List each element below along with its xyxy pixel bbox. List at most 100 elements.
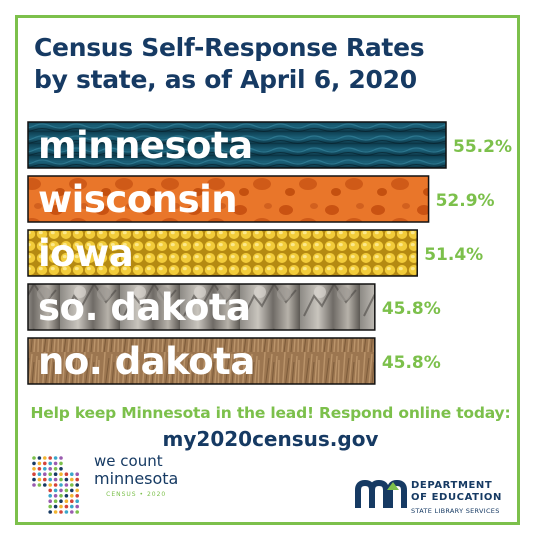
map-dot [70,494,74,498]
map-dot [53,483,58,487]
map-dot [59,504,63,509]
map-dot [37,456,42,460]
category-label: so. dakota [38,286,251,329]
map-dot [70,483,74,487]
map-dot [48,504,52,509]
map-dot [32,467,36,471]
we-count-line1: we count [94,452,163,470]
map-dot [75,499,79,503]
map-dot [75,494,79,498]
map-dot [48,461,52,466]
map-dot [64,510,69,514]
map-dot [59,467,63,471]
map-dot [48,472,52,476]
call-to-action: Help keep Minnesota in the lead! Respond… [30,404,511,422]
map-dot [64,494,69,498]
map-dot [59,477,63,482]
map-dot [48,499,52,503]
map-dot [53,456,58,460]
bar-minnesota [27,121,447,169]
map-dot [59,499,63,503]
map-dot [64,499,69,503]
bars-group: minnesota 55.2% wisconsin 52.9% iowa 51.4% so.… [27,121,512,385]
map-dot [64,483,69,487]
category-label: minnesota [38,124,253,167]
map-dot [37,472,42,476]
census-url-link[interactable]: my2020census.gov [162,427,379,451]
map-dot [48,477,52,482]
map-dot [53,499,58,503]
we-count-line3: CENSUS • 2020 [106,491,167,498]
map-dot [53,510,58,514]
map-dot [43,483,47,487]
department-text: DEPARTMENT OF EDUCATION STATE LIBRARY SE… [411,480,502,517]
map-dot [59,510,63,514]
map-dot [75,483,79,487]
map-dot [59,494,63,498]
map-dot [64,477,69,482]
map-dot [37,467,42,471]
value-label: 55.2% [453,137,512,157]
map-dot [53,494,58,498]
we-count-text: we count minnesota CENSUS • 2020 [94,452,178,498]
map-dot [59,488,63,493]
map-dot [32,477,36,482]
mn-logo-icon [355,479,407,508]
map-dot [64,488,69,493]
map-dot [64,472,69,476]
minnesota-map-dots-icon [32,456,79,514]
bar-nodakota [27,337,376,385]
map-dot [48,456,52,460]
map-dot [70,504,74,509]
map-dot [59,483,63,487]
department-of-education-logo: DEPARTMENT OF EDUCATION STATE LIBRARY SE… [355,476,515,516]
map-dot [70,477,74,482]
value-label: 52.9% [436,191,495,211]
title-line-1: Census Self-Response Rates [34,33,425,62]
map-dot [37,477,42,482]
map-dot [70,488,74,493]
map-dot [43,477,47,482]
map-dot [75,504,79,509]
map-dot [70,499,74,503]
bar-wisconsin [27,175,430,223]
map-dot [53,467,58,471]
page-title: Census Self-Response Rates by state, as … [34,32,474,96]
response-rate-chart: minnesota 55.2% wisconsin 52.9% iowa 51.4% so.… [27,121,512,385]
category-label: wisconsin [38,178,237,221]
map-dot [53,461,58,466]
map-dot [48,483,52,487]
map-dot [59,461,63,466]
bar-iowa [27,229,418,277]
map-dot [75,472,79,476]
map-dot [64,504,69,509]
map-dot [43,467,47,471]
map-dot [48,467,52,471]
map-dot [75,488,79,493]
map-dot [53,477,58,482]
map-dot [75,510,79,514]
map-dot [32,461,36,466]
map-dot [32,456,36,460]
map-dot [53,504,58,509]
map-dot [70,472,74,476]
map-dot [70,510,74,514]
map-dot [48,488,52,493]
title-line-2: by state, as of April 6, 2020 [34,65,417,94]
value-label: 45.8% [382,353,441,373]
map-dot [59,472,63,476]
map-dot [75,477,79,482]
map-dot [43,461,47,466]
map-dot [59,456,63,460]
map-dot [43,456,47,460]
department-line3: STATE LIBRARY SERVICES [411,507,500,515]
map-dot [37,461,42,466]
map-dot [48,510,52,514]
department-line2: OF EDUCATION [411,492,502,503]
map-dot [48,494,52,498]
bar-sodakota [27,283,376,331]
map-dot [53,472,58,476]
value-label: 51.4% [424,245,483,265]
map-dot [53,488,58,493]
map-dot [32,472,36,476]
